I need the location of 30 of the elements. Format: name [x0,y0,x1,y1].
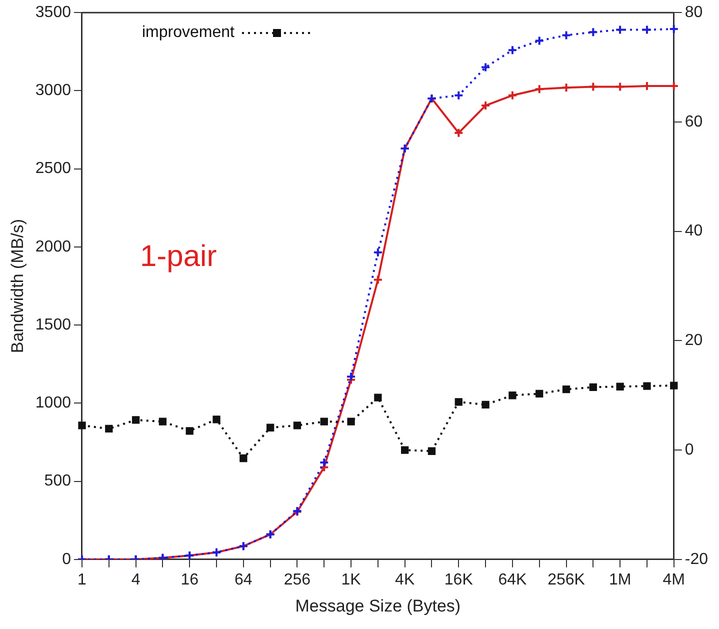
y2-tick-label: 60 [684,113,703,130]
x-tick-label: 256 [284,571,311,588]
y2-tick-label: 40 [684,222,703,240]
x-tick-label: 256K [548,571,586,588]
x-tick-label: 64 [234,571,252,588]
x-tick-label: 4 [131,571,140,588]
y2-tick-label: -20 [684,550,708,568]
y-tick-label: 500 [44,472,72,490]
x-tick-label: 4M [662,571,685,588]
y2-tick-label: 0 [684,441,694,458]
y-tick-label: 1000 [35,394,72,412]
x-axis-title: Message Size (Bytes) [295,596,461,616]
y-axis-title: Bandwidth (MB/s) [8,218,27,354]
y-tick-label: 1500 [35,316,72,334]
legend-label: improvement [142,22,234,43]
x-tick-label: 16 [180,571,199,588]
y-tick-label: 2500 [35,160,72,178]
x-tick-label: 4K [395,571,415,588]
x-tick-label: 16K [444,571,474,588]
y-tick-label: 2000 [35,238,72,256]
annotation: 1-pair [140,240,217,273]
y-tick-label: 3000 [35,82,72,100]
x-tick-label: 1 [78,571,87,588]
x-tick-label: 64K [498,571,528,588]
x-tick-label: 1K [341,571,362,588]
y2-tick-label: 80 [684,4,703,22]
y-tick-label: 0 [62,550,72,568]
x-tick-label: 1M [608,571,632,588]
y-tick-label: 3500 [35,4,72,22]
y2-tick-label: 20 [684,332,703,350]
